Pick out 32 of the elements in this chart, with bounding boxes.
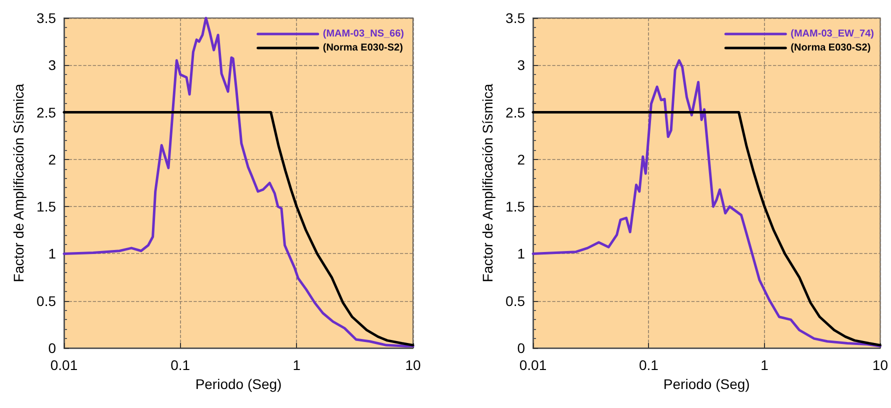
- y-tick-label: 2: [48, 151, 56, 168]
- y-axis-title: Factor de Amplificación Sísmica: [10, 84, 27, 282]
- y-tick-label: 3: [48, 57, 56, 74]
- y-tick-label: 3: [517, 57, 526, 74]
- x-tick-label: 0.01: [519, 357, 547, 373]
- x-tick-label: 1: [292, 357, 301, 373]
- text: (MAM-03_NS_66): [322, 28, 404, 40]
- y-tick-label: 1: [517, 246, 526, 262]
- y-tick-label: 0: [517, 340, 526, 356]
- y-tick-label: 2: [517, 151, 526, 168]
- text: (Norma E030-S2): [322, 42, 403, 54]
- text: (Norma E030-S2): [790, 42, 871, 54]
- y-tick-label: 1: [48, 246, 56, 262]
- x-tick-label: 0.1: [639, 357, 659, 373]
- y-tick-label: 0.5: [506, 292, 526, 309]
- y-tick-label: 0.5: [36, 292, 56, 309]
- y-axis-title: Factor de Amplificación Sísmica: [480, 84, 496, 282]
- x-tick-label: 10: [405, 357, 421, 373]
- y-tick-label: 1.5: [506, 198, 526, 215]
- y-tick-label: 2.5: [36, 104, 56, 120]
- y-tick-label: 3.5: [506, 10, 526, 26]
- x-tick-label: 0.01: [50, 357, 78, 373]
- x-tick-label: 1: [760, 357, 769, 373]
- y-tick-label: 0: [48, 340, 56, 356]
- x-axis-title: Periodo (Seg): [663, 376, 750, 392]
- y-tick-label: 3.5: [36, 10, 56, 26]
- y-tick-label: 2.5: [506, 104, 526, 120]
- y-tick-label: 1.5: [36, 198, 56, 215]
- x-tick-label: 0.1: [170, 357, 190, 373]
- x-axis-title: Periodo (Seg): [195, 376, 282, 392]
- x-tick-label: 10: [872, 357, 888, 373]
- text: (MAM-03_EW_74): [790, 28, 874, 40]
